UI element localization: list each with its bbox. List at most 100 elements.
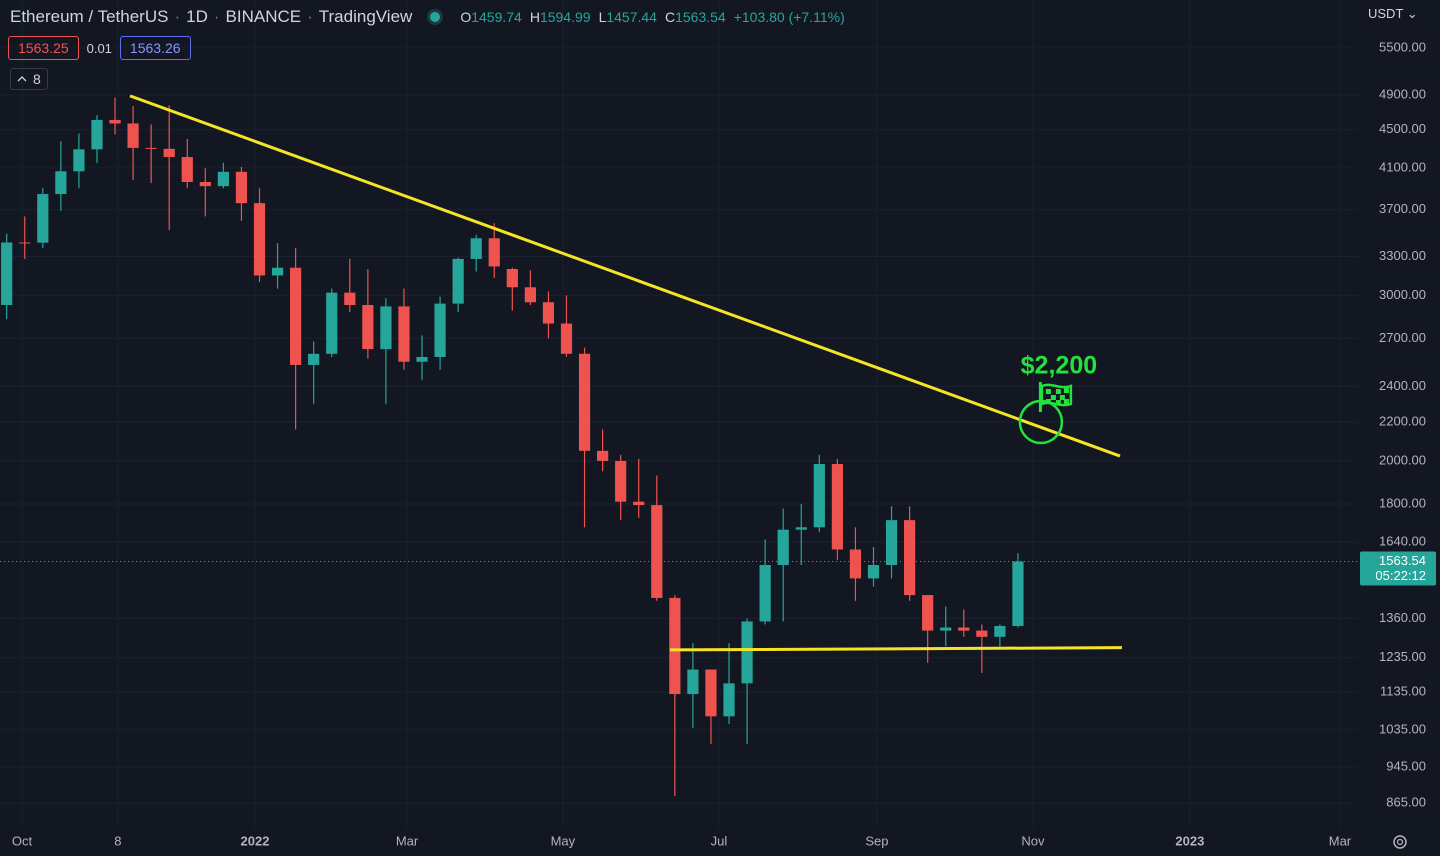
candle-body: [91, 119, 103, 150]
y-tick-label: 1640.00: [1379, 533, 1426, 548]
candle-body: [55, 171, 67, 195]
candle-body: [37, 194, 49, 243]
candle-body: [777, 529, 789, 566]
candle-body: [362, 305, 374, 350]
candle-body: [398, 306, 410, 362]
flag-icon: [1038, 382, 1073, 413]
x-tick-label: 2023: [1175, 833, 1204, 848]
exchange: BINANCE: [208, 7, 302, 27]
y-tick-label: 3300.00: [1379, 248, 1426, 263]
value: 1459.74: [471, 9, 522, 25]
flag-check: [1050, 395, 1056, 401]
chevron[interactable]: [17, 75, 27, 83]
candle-body: [633, 501, 645, 506]
ohlc-close: C1563.54: [665, 9, 726, 25]
label: O: [460, 9, 472, 25]
last-price-label: 1563.54: [1379, 553, 1426, 568]
gear[interactable]: [1393, 835, 1407, 849]
symbol[interactable]: Ethereum / TetherUS: [10, 7, 169, 26]
candle-body: [73, 149, 85, 172]
candle-body: [344, 292, 356, 306]
candle-body: [669, 597, 681, 695]
candle-body: [253, 203, 266, 276]
x-tick-label: Mar: [1329, 833, 1352, 848]
candle-body: [163, 148, 175, 158]
candle-body: [181, 157, 193, 183]
y-tick-label: 5500.00: [1379, 39, 1426, 54]
candle-body: [542, 302, 555, 324]
candle-body: [651, 505, 663, 598]
candle-body: [290, 267, 302, 365]
indicator-count[interactable]: 8: [33, 71, 41, 87]
candle-body: [904, 520, 916, 596]
candle-body: [759, 565, 771, 622]
y-tick-label: 1800.00: [1379, 495, 1426, 510]
candle-body: [615, 460, 627, 502]
plot-area: $2,200: [0, 94, 1358, 797]
source: TradingView: [301, 7, 413, 27]
sell-button[interactable]: 1563.25: [8, 36, 79, 60]
candle-body: [705, 669, 717, 717]
interval[interactable]: 1D: [168, 7, 208, 27]
candle-body: [506, 269, 518, 288]
y-tick-label: 945.00: [1386, 759, 1426, 774]
buy-button[interactable]: 1563.26: [119, 36, 191, 60]
trendline: [129, 94, 1121, 458]
value: 1594.99: [539, 9, 591, 25]
candle-body: [470, 238, 482, 259]
currency[interactable]: USDT: [1368, 6, 1404, 21]
candle-body: [940, 627, 952, 631]
trade-buttons: 1563.25 0.01 1563.26: [8, 36, 191, 60]
candle-body: [109, 119, 121, 124]
x-tick-label: 8: [114, 833, 121, 848]
candle-body: [958, 627, 970, 631]
candle-body: [560, 323, 573, 354]
y-tick-label: 2700.00: [1379, 330, 1426, 345]
y-tick-label: 1235.00: [1379, 649, 1426, 664]
flag-check: [1045, 389, 1051, 395]
ohlc-open: O1459.74: [460, 9, 522, 25]
x-tick-label: Oct: [12, 833, 33, 848]
candle-body: [741, 621, 753, 684]
indicators-toggle[interactable]: 8: [10, 68, 48, 90]
candle-body: [922, 595, 934, 631]
settings-icon[interactable]: [1393, 835, 1407, 849]
candle-body: [687, 669, 699, 695]
candle-body: [849, 549, 862, 579]
candle-body: [597, 450, 609, 461]
x-tick-label: Sep: [865, 833, 888, 848]
candle-body: [867, 565, 880, 579]
candle-body: [380, 306, 392, 350]
candle-body: [578, 353, 591, 451]
candle-body: [976, 630, 988, 637]
annotation-label: $2,200: [1021, 352, 1097, 380]
flag-check: [1063, 388, 1069, 394]
flag-pole: [1038, 382, 1042, 413]
candle-body: [271, 267, 284, 276]
spread: 0.01: [86, 40, 112, 56]
y-tick-label: 2400.00: [1379, 378, 1426, 393]
candle-body: [199, 182, 211, 187]
label: L: [598, 9, 607, 25]
axes: 5500.00 4900.00 4500.00 4100.00 3700.00 3300.…: [12, 39, 1436, 848]
x-tick-label: Nov: [1021, 833, 1045, 848]
gear-hub[interactable]: [1396, 838, 1404, 846]
y-tick-label: 3700.00: [1379, 201, 1426, 216]
candle-body: [885, 520, 898, 566]
currency-selector[interactable]: USDT ⌄: [1368, 6, 1418, 21]
candle-body: [217, 171, 229, 187]
flag-check: [1055, 400, 1061, 406]
label: C: [664, 9, 676, 25]
flag-check: [1059, 395, 1065, 401]
y-tick-label: 3000.00: [1379, 287, 1426, 302]
candle-body: [145, 147, 157, 149]
candle-body: [488, 238, 500, 267]
y-tick-label: 1135.00: [1380, 684, 1426, 699]
candle-body: [813, 464, 825, 528]
market-status[interactable]: [430, 12, 441, 22]
x-tick-label: May: [551, 833, 576, 848]
